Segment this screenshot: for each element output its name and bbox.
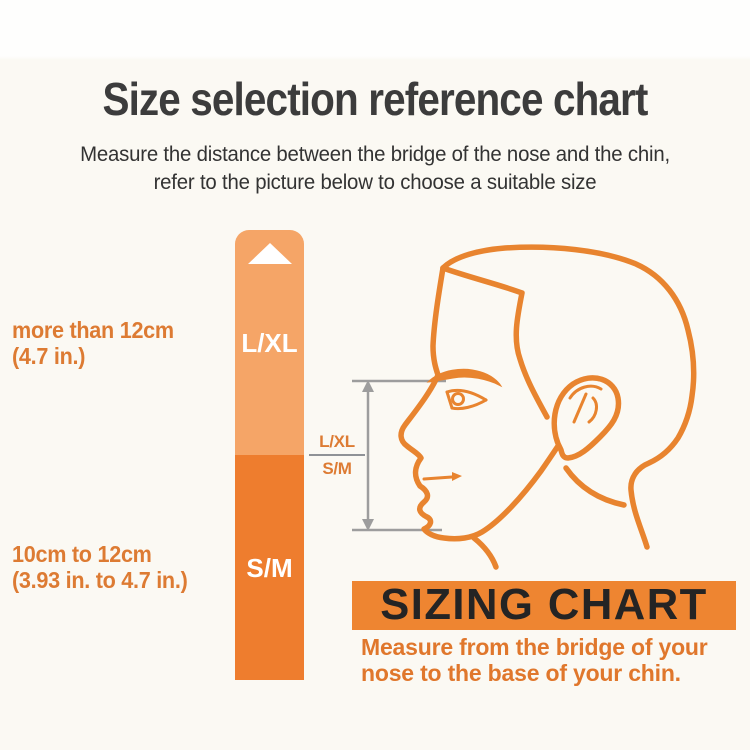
range-label-small: 10cm to 12cm (3.93 in. to 4.7 in.)	[12, 541, 188, 593]
range-large-in: (4.7 in.)	[12, 343, 86, 369]
scale-segment-lxl	[235, 230, 304, 455]
scale-label-lxl: L/XL	[241, 328, 298, 358]
sizing-caption-line-1: Measure from the bridge of your	[361, 634, 708, 660]
sizing-chart-heading: SIZING CHART	[380, 580, 708, 629]
boundary-divider	[309, 454, 365, 456]
size-scale-bar: L/XL S/M	[235, 230, 304, 680]
scale-segment-sm	[235, 455, 304, 680]
range-large-cm: more than 12cm	[12, 317, 174, 343]
page-title: Size selection reference chart	[102, 73, 648, 125]
head-profile-illustration	[352, 244, 697, 570]
up-arrow-icon	[247, 243, 292, 264]
boundary-label-sm: S/M	[322, 459, 352, 478]
sizing-chart-banner: SIZING CHART	[352, 581, 736, 630]
eyebrow-shape	[426, 368, 503, 388]
subtitle-line-2: refer to the picture below to choose a s…	[153, 171, 597, 194]
measurement-arrow	[352, 379, 446, 532]
head-outline	[398, 244, 697, 570]
subtitle-line-1: Measure the distance between the bridge …	[80, 143, 670, 166]
range-small-in: (3.93 in. to 4.7 in.)	[12, 567, 188, 593]
sizing-caption-line-2: nose to the base of your chin.	[361, 660, 681, 686]
scale-label-sm: S/M	[246, 553, 293, 583]
face-features	[422, 384, 603, 481]
range-small-cm: 10cm to 12cm	[12, 541, 152, 567]
range-label-large: more than 12cm (4.7 in.)	[12, 317, 174, 369]
boundary-label-lxl: L/XL	[319, 432, 355, 451]
